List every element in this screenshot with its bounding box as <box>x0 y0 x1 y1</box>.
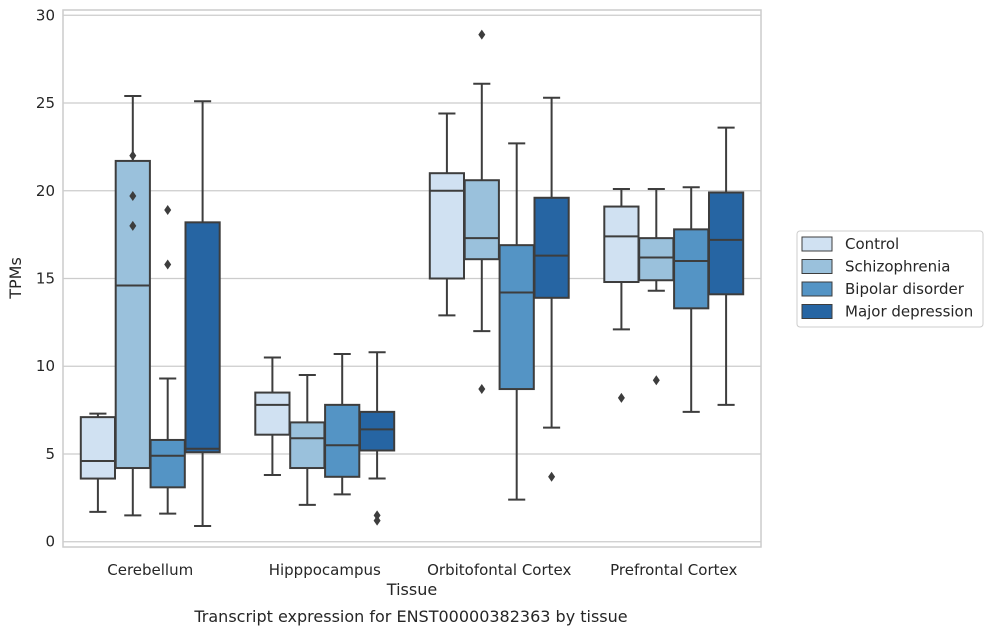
legend-label: Major depression <box>845 303 973 321</box>
y-axis-ticks: 0 5 10 15 20 25 30 <box>36 6 55 550</box>
y-axis-label: TPMs <box>6 257 25 300</box>
box <box>114 94 151 517</box>
box-iqr <box>114 159 151 470</box>
box <box>324 352 361 496</box>
outlier-point <box>652 375 660 386</box>
x-axis-label: Tissue <box>386 580 437 599</box>
y-tick-label: 10 <box>36 357 55 375</box>
outlier-point <box>129 191 137 202</box>
series-group <box>114 29 675 517</box>
box <box>289 374 326 506</box>
box <box>184 100 221 527</box>
box <box>673 186 710 413</box>
x-tick-label: Prefrontal Cortex <box>610 561 737 579</box>
box-iqr <box>463 179 500 261</box>
box <box>358 351 396 526</box>
box-iqr <box>533 196 570 299</box>
box <box>707 126 745 406</box>
box <box>149 205 186 515</box>
box-iqr <box>707 191 745 296</box>
box <box>79 412 117 513</box>
y-tick-label: 15 <box>36 270 55 288</box>
box-iqr <box>603 205 640 284</box>
box-iqr <box>254 391 291 436</box>
outlier-point <box>548 471 556 482</box>
legend-swatch <box>801 304 833 319</box>
box-iqr <box>149 438 186 489</box>
box-iqr <box>498 244 535 391</box>
legend: Control Schizophrenia Bipolar disorder Majo… <box>796 230 984 328</box>
plot-area-frame <box>62 9 762 548</box>
box-iqr <box>428 172 466 280</box>
y-tick-label: 0 <box>45 533 55 551</box>
y-tick-label: 5 <box>45 445 55 463</box>
y-tick-label: 25 <box>36 94 55 112</box>
legend-item: Control <box>801 235 899 253</box>
legend-swatch <box>801 236 833 252</box>
box-iqr <box>289 421 326 470</box>
series-group <box>184 96 745 527</box>
outlier-point <box>164 205 172 216</box>
outlier-point <box>373 515 381 526</box>
box-iqr <box>79 416 117 480</box>
y-tick-label: 20 <box>36 182 55 200</box>
outlier-point <box>373 510 381 521</box>
box-plot-series <box>79 29 745 527</box>
outlier-point <box>478 384 486 395</box>
box-iqr <box>324 403 361 478</box>
legend-label: Schizophrenia <box>845 258 950 276</box>
x-tick-label: Orbitofontal Cortex <box>427 561 571 579</box>
legend-label: Control <box>845 235 899 253</box>
box <box>533 96 570 482</box>
series-group <box>79 112 640 513</box>
outlier-point <box>129 150 137 161</box>
box <box>463 29 500 395</box>
box-iqr <box>358 410 396 452</box>
outlier-point <box>129 220 137 231</box>
box <box>428 112 466 317</box>
x-tick-label: Cerebellum <box>107 561 193 579</box>
box <box>638 188 675 386</box>
legend-item: Schizophrenia <box>801 258 950 276</box>
box <box>603 188 640 403</box>
outlier-point <box>478 29 486 40</box>
series-group <box>149 142 710 515</box>
box-iqr <box>184 221 221 454</box>
box-iqr <box>673 228 710 310</box>
box <box>498 142 535 501</box>
legend-item: Major depression <box>801 303 973 321</box>
box <box>254 356 291 477</box>
legend-label: Bipolar disorder <box>845 280 965 298</box>
box-iqr <box>638 237 675 282</box>
x-axis-ticks: Cerebellum Hipppocampus Orbitofontal Corte… <box>107 561 737 579</box>
x-tick-label: Hipppocampus <box>269 561 381 579</box>
legend-swatch <box>801 281 833 297</box>
chart-caption: Transcript expression for ENST0000038236… <box>193 607 627 626</box>
legend-swatch <box>801 259 833 274</box>
legend-frame <box>796 230 984 328</box>
y-tick-label: 30 <box>36 6 55 24</box>
outlier-point <box>164 259 172 270</box>
outlier-point <box>617 392 625 403</box>
legend-item: Bipolar disorder <box>801 280 965 298</box>
